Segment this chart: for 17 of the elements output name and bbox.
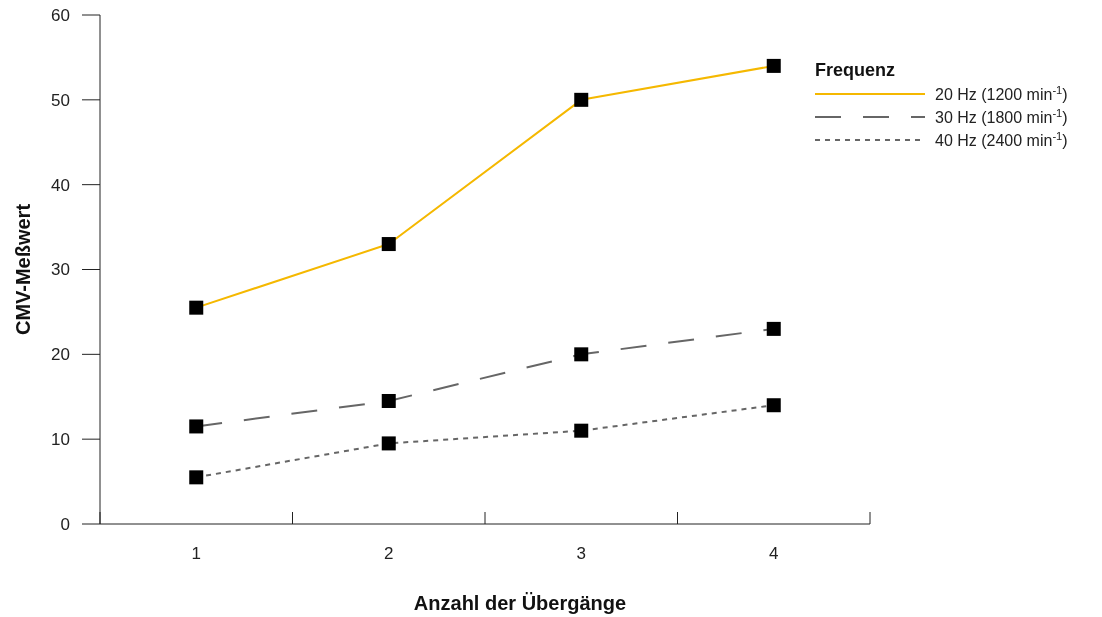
text: 20 Hz (1200 min$^{-1}$)	[935, 83, 1068, 103]
text: 40 Hz (2400 min$^{-1}$)	[935, 129, 1068, 149]
x-axis-title: Anzahl der Übergänge	[413, 592, 627, 614]
y-tick-label: 40	[51, 175, 70, 195]
legend-title: Frequenz	[815, 60, 896, 81]
y-axis-title: CMV-Meßwert	[12, 203, 34, 336]
x-tick-label: 2	[384, 544, 394, 563]
y-tick-label: 20	[51, 345, 70, 365]
y-tick-label: 30	[51, 260, 70, 280]
y-tick-label: 0	[60, 514, 70, 534]
y-tick-label: 10	[51, 430, 70, 450]
x-tick-label: 1	[191, 544, 201, 563]
x-tick-label: 3	[576, 544, 586, 563]
x-tick-label: 4	[769, 544, 779, 563]
y-tick-label: 50	[51, 90, 70, 110]
y-tick-label: 60	[51, 5, 70, 25]
text: 30 Hz (1800 min$^{-1}$)	[935, 106, 1068, 126]
